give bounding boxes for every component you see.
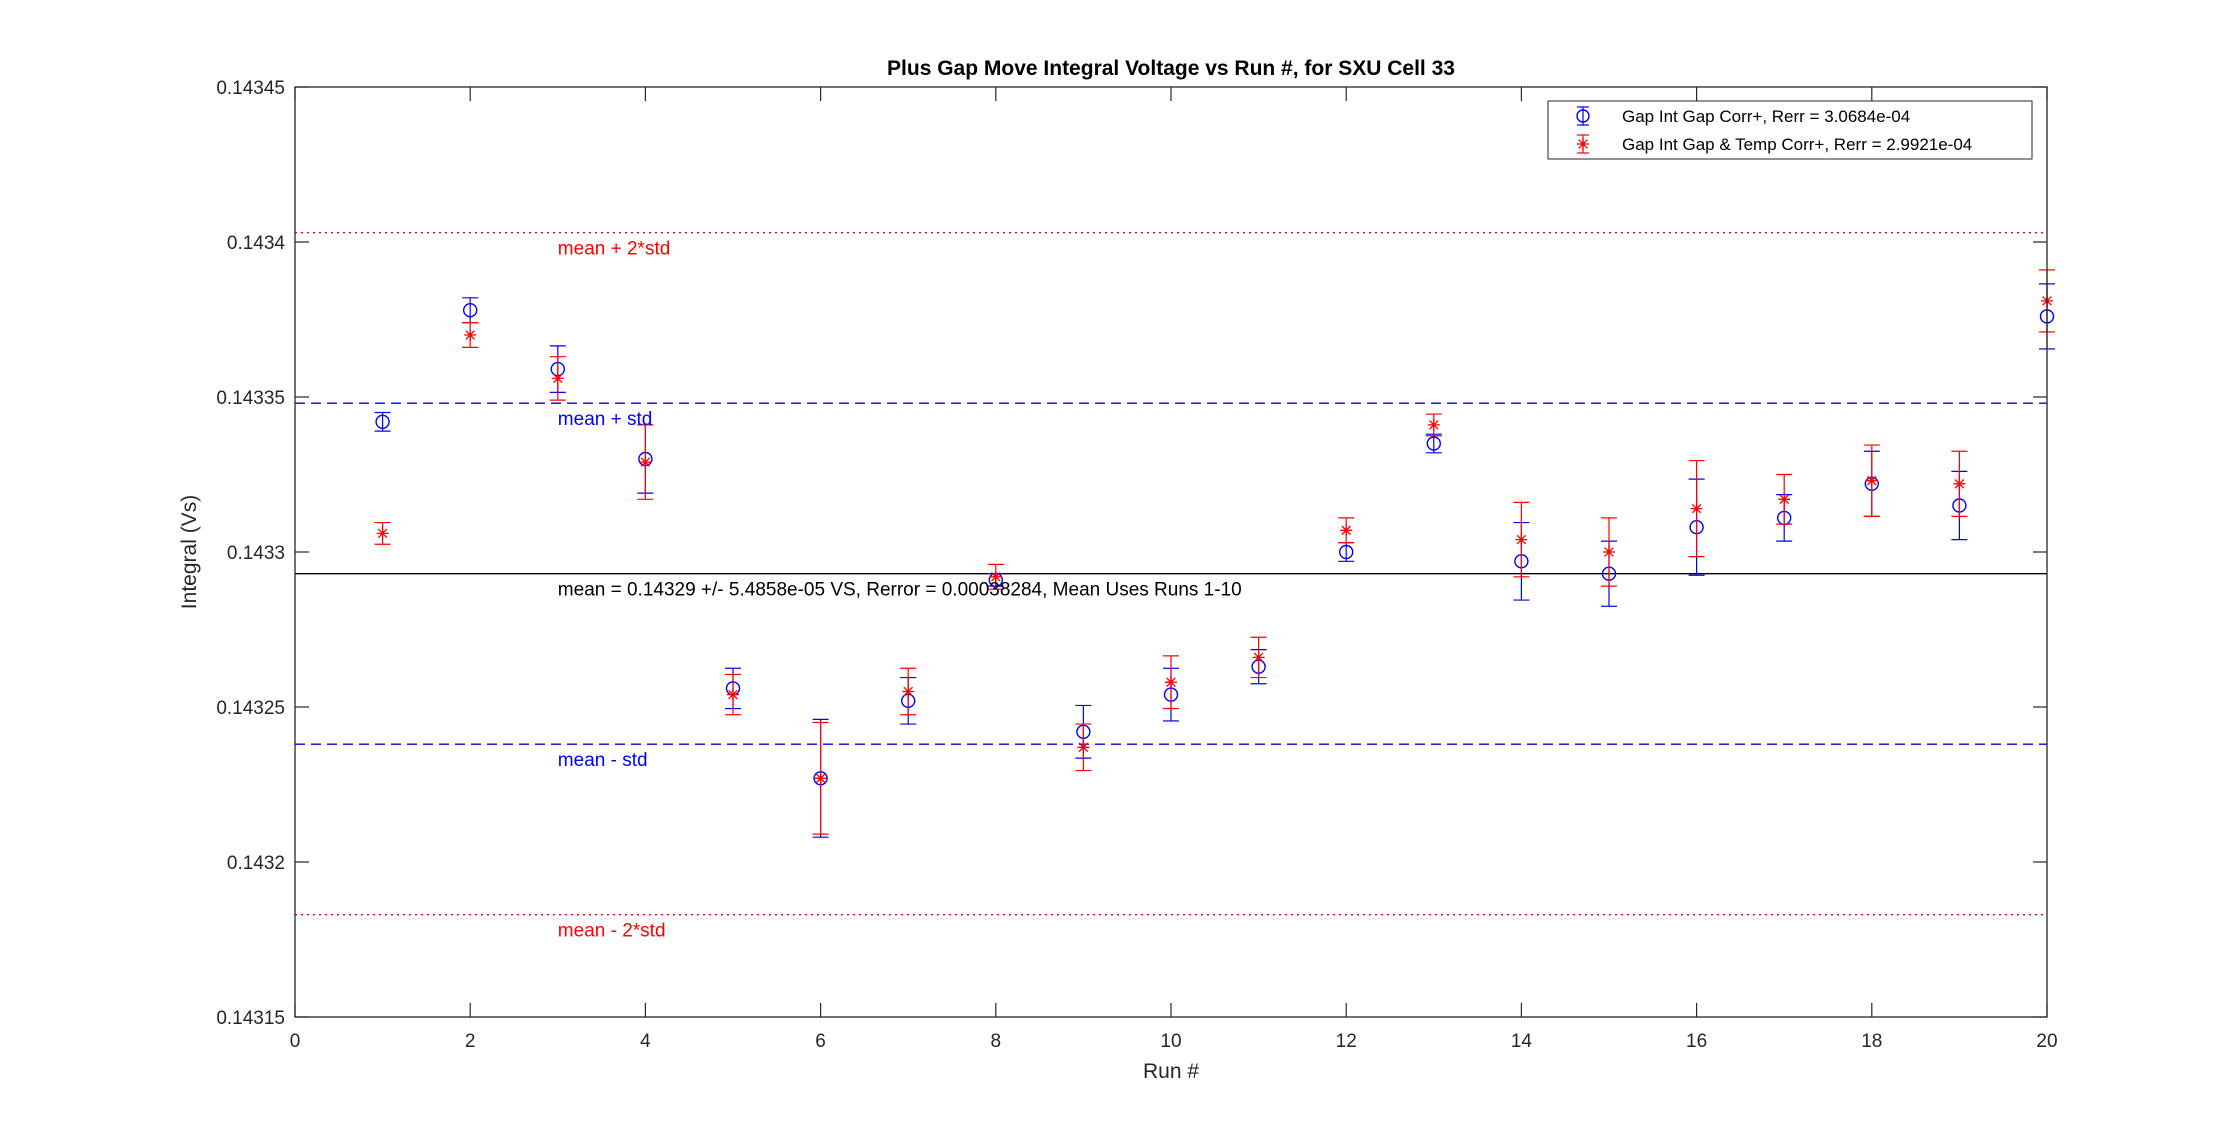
reference-line-label: mean - 2*std: [558, 921, 666, 942]
reference-line-label: mean + std: [558, 409, 653, 430]
reference-line-label: mean = 0.14329 +/- 5.4858e-05 VS, Rerror…: [558, 580, 1242, 601]
x-tick-label: 20: [2036, 1031, 2057, 1052]
legend-marker: [1577, 138, 1589, 150]
y-tick-label: 0.14345: [216, 78, 285, 99]
data-point: [902, 685, 915, 698]
series-layer: [374, 269, 2055, 838]
y-tick-label: 0.14335: [216, 388, 285, 409]
legend-label: Gap Int Gap Corr+, Rerr = 3.0684e-04: [1622, 107, 1910, 126]
y-tick-label: 0.1434: [227, 233, 286, 254]
series-group: [374, 269, 2055, 835]
legend-label: Gap Int Gap & Temp Corr+, Rerr = 2.9921e…: [1622, 135, 1972, 154]
x-tick-label: 4: [640, 1031, 651, 1052]
data-point: [1865, 474, 1878, 487]
legend-marker: [1576, 109, 1590, 123]
x-tick-label: 14: [1511, 1031, 1533, 1052]
reference-lines: [295, 232, 2047, 916]
annotation-layer: mean + 2*std mean + std mean = 0.14329 +/-…: [558, 239, 1242, 942]
x-tick-label: 6: [815, 1031, 826, 1052]
data-point: [989, 570, 1002, 583]
y-tick-label: 0.1432: [227, 853, 285, 874]
legend-items: Gap Int Gap Corr+, Rerr = 3.0684e-04 Gap …: [1576, 106, 1972, 154]
data-point: [1690, 502, 1703, 515]
data-point: [1426, 436, 1442, 451]
data-point: [1953, 477, 1966, 490]
chart-title: Plus Gap Move Integral Voltage vs Run #,…: [887, 57, 1455, 80]
x-axis-label: Run #: [1143, 1060, 1199, 1083]
data-point: [376, 527, 389, 540]
legend: Gap Int Gap Corr+, Rerr = 3.0684e-04 Gap …: [1547, 100, 2033, 160]
data-point: [1165, 676, 1177, 689]
data-point: [1603, 546, 1615, 558]
data-point: [1778, 493, 1791, 506]
axis-ticks: 0 2 4 6 8 10 12 14 16 18 20 0.14315 0.1432 0.14325 0.1…: [216, 78, 2057, 1052]
data-point: [463, 303, 478, 318]
x-tick-label: 16: [1686, 1031, 1707, 1052]
y-tick-label: 0.14315: [216, 1008, 285, 1029]
x-tick-label: 0: [290, 1031, 301, 1052]
data-point: [1515, 533, 1528, 546]
plot-area: [295, 87, 2047, 1017]
y-tick-label: 0.1433: [227, 543, 285, 564]
y-tick-label: 0.14325: [216, 698, 285, 719]
x-tick-label: 12: [1336, 1031, 1357, 1052]
x-tick-label: 2: [465, 1031, 476, 1052]
data-point: [639, 456, 652, 469]
data-point: [814, 772, 827, 785]
data-point: [1340, 524, 1353, 537]
data-point: [1338, 544, 1354, 560]
legend-box: [1547, 100, 2033, 160]
data-point: [375, 414, 390, 429]
data-point: [551, 372, 564, 385]
x-tick-label: 18: [1861, 1031, 1882, 1052]
data-point: [1077, 741, 1090, 754]
y-axis-label: Integral (Vs): [178, 495, 201, 609]
reference-line-label: mean + 2*std: [558, 239, 671, 260]
data-point: [464, 329, 477, 341]
data-point: [1427, 418, 1440, 431]
x-tick-label: 10: [1160, 1031, 1181, 1052]
x-tick-label: 8: [991, 1031, 1002, 1052]
data-point: [1252, 651, 1265, 664]
reference-line-label: mean - std: [558, 750, 648, 771]
data-point: [727, 688, 739, 701]
